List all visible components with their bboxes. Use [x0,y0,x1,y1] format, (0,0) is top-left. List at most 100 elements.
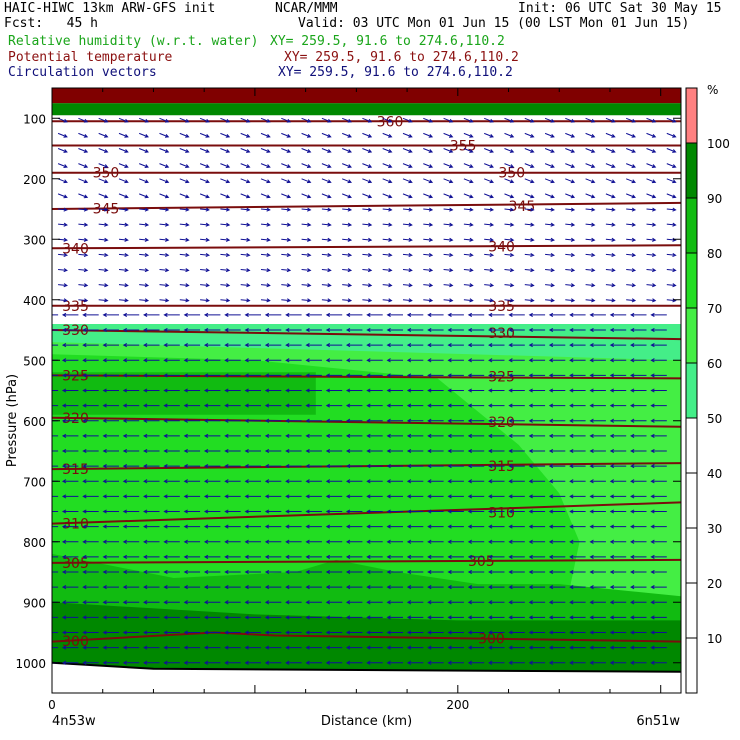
circulation-vector [163,660,180,665]
circulation-vector [345,403,363,408]
circulation-vector [589,327,606,333]
circulation-vector [203,418,221,423]
circulation-vector [626,252,637,257]
circulation-vector [423,252,434,257]
circulation-vector [589,509,606,514]
circulation-vector [224,448,241,454]
circulation-vector [200,283,210,288]
circulation-vector [102,343,119,348]
circulation-vector [163,569,180,575]
circulation-vector [224,554,241,559]
circulation-vector [630,600,647,605]
theta-label: 330 [62,323,89,339]
circulation-vector [528,343,546,348]
circulation-vector [504,298,515,303]
circulation-vector [325,494,343,499]
circulation-vector [488,660,505,665]
circulation-vector [650,373,667,378]
circulation-vector [98,117,109,123]
circulation-vector [345,494,363,499]
theta-label: 325 [62,368,89,384]
circulation-vector [609,479,627,484]
colorbar-tick-label: 20 [707,577,722,591]
circulation-vector [139,178,149,184]
circulation-vector [78,268,89,273]
circulation-vector [524,268,535,273]
circulation-vector [467,343,485,348]
circulation-vector [285,433,302,438]
circulation-vector [98,237,109,242]
circulation-vector [220,283,231,288]
circulation-vector [504,207,515,212]
circulation-vector [484,252,495,257]
circulation-vector [143,539,160,544]
circulation-vector [159,163,170,168]
circulation-vector [443,298,454,303]
circulation-vector [52,511,59,512]
circulation-vector [609,539,627,544]
circulation-vector [143,388,160,393]
circulation-vector [61,373,79,378]
field-rh-xy: XY= 259.5, 91.6 to 274.6,110.2 [270,34,505,49]
circulation-vector [183,600,201,605]
circulation-vector [301,283,312,288]
circulation-vector [143,645,160,650]
circulation-vector [179,132,190,138]
circulation-vector [589,479,606,484]
circulation-vector [382,298,393,303]
circulation-vector [423,148,434,153]
circulation-vector [406,373,424,378]
circulation-vector [183,327,201,333]
circulation-vector [325,327,343,333]
circulation-vector [345,464,363,469]
circulation-vector [260,268,271,273]
circulation-vector [200,298,210,303]
circulation-vector [508,524,525,529]
circulation-vector [463,237,474,242]
circulation-vector [183,509,201,514]
circulation-vector [143,554,160,559]
circulation-vector [650,660,667,665]
circulation-vector [447,343,464,348]
circulation-vector [122,327,140,333]
circulation-vector [589,464,606,469]
circulation-vector [179,268,190,273]
circulation-vector [281,298,292,303]
circulation-vector [386,373,403,378]
circulation-vector [548,433,566,438]
circulation-vector [447,509,464,514]
circulation-vector [139,283,150,288]
circulation-vector [609,630,627,635]
circulation-vector [183,615,201,620]
circulation-vector [264,327,282,333]
circulation-vector [183,645,201,650]
theta-label: 310 [488,506,515,522]
circulation-vector [281,283,292,288]
circulation-vector [630,327,647,333]
circulation-vector [82,554,99,559]
circulation-vector [82,373,99,378]
circulation-vector [609,358,627,363]
circulation-vector [366,479,383,484]
circulation-vector [58,283,68,288]
circulation-vector [548,660,566,665]
circulation-vector [630,539,647,544]
circulation-vector [260,148,271,153]
circulation-vector [609,554,627,559]
circulation-vector [122,554,140,559]
circulation-vector [183,373,201,378]
circulation-vector [447,615,464,620]
circulation-vector [342,268,353,273]
circulation-vector [467,327,485,333]
circulation-vector [528,645,546,650]
circulation-vector [325,433,343,438]
circulation-vector [98,148,109,153]
circulation-vector [528,312,546,317]
circulation-vector [301,193,312,199]
circulation-vector [565,252,576,257]
circulation-vector [406,418,424,423]
circulation-vector [447,630,464,635]
circulation-vector [58,222,68,227]
circulation-vector [443,132,454,138]
circulation-vector [626,163,636,168]
